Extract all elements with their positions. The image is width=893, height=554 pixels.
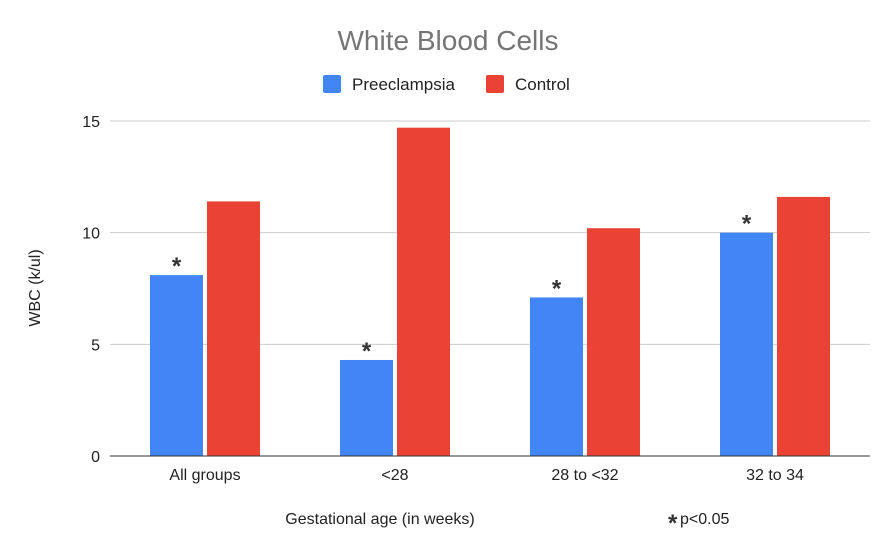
bar-control-2 xyxy=(587,228,640,456)
y-tick-label: 10 xyxy=(82,226,100,243)
y-tick-label: 5 xyxy=(91,337,100,354)
legend-swatch xyxy=(323,75,341,93)
legend: Preeclampsia Control xyxy=(323,75,570,94)
y-tick-label: 0 xyxy=(91,449,100,466)
bar-control-1 xyxy=(397,127,450,456)
bar-preeclampsia-1 xyxy=(340,359,393,456)
bar-control-3 xyxy=(777,196,830,456)
significance-note-star: * xyxy=(668,510,678,537)
chart-title: White Blood Cells xyxy=(338,25,559,56)
x-axis-title: Gestational age (in weeks) xyxy=(285,511,474,528)
x-tick-label: 28 to <32 xyxy=(551,467,618,484)
bar-preeclampsia-2 xyxy=(530,297,583,456)
significance-note-text: p<0.05 xyxy=(680,511,729,528)
legend-item-control: Control xyxy=(486,75,570,94)
significance-star: * xyxy=(552,275,562,302)
y-axis-title: WBC (k/ul) xyxy=(27,249,44,326)
bar-preeclampsia-0 xyxy=(150,275,203,456)
legend-swatch xyxy=(486,75,504,93)
significance-star: * xyxy=(172,253,182,280)
legend-item-preeclampsia: Preeclampsia xyxy=(323,75,456,94)
significance-star: * xyxy=(742,211,752,238)
legend-label: Preeclampsia xyxy=(352,75,456,94)
x-tick-label: All groups xyxy=(169,467,240,484)
significance-star: * xyxy=(362,338,372,365)
x-tick-label: <28 xyxy=(381,467,408,484)
bars: * * * * xyxy=(150,127,830,456)
y-tick-label: 15 xyxy=(82,114,100,131)
significance-note: * p<0.05 xyxy=(668,510,729,537)
x-tick-label: 32 to 34 xyxy=(746,467,804,484)
bar-control-0 xyxy=(207,201,260,456)
bar-preeclampsia-3 xyxy=(720,232,773,456)
y-axis-ticks: 0 5 10 15 xyxy=(82,114,100,466)
legend-label: Control xyxy=(515,75,570,94)
x-axis-ticks: All groups <28 28 to <32 32 to 34 xyxy=(169,467,804,484)
